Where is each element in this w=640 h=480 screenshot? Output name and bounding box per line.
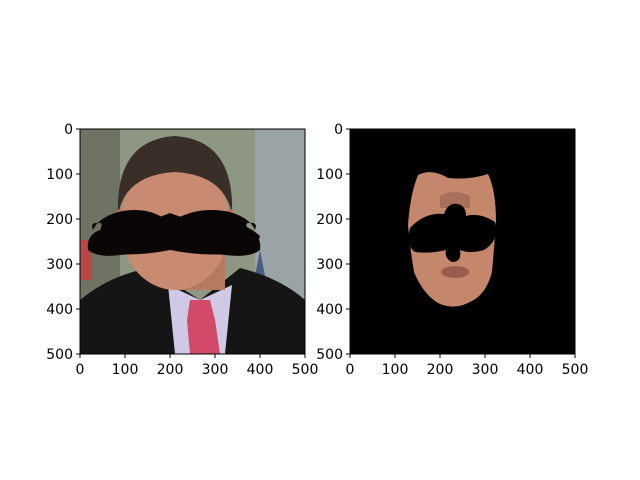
left-ytick-label: 500 <box>46 347 73 363</box>
right-ytick-label: 100 <box>316 167 343 183</box>
right-axes-frame <box>349 128 576 355</box>
left-ytick-label: 400 <box>46 302 73 318</box>
left-xtick-label: 200 <box>157 362 184 378</box>
right-image-panel <box>350 129 575 354</box>
left-xtick-label: 500 <box>292 362 319 378</box>
right-xtick-label: 500 <box>562 362 589 378</box>
mustache-cutout <box>408 203 497 262</box>
left-xtick-label: 100 <box>112 362 139 378</box>
right-ytick-label: 0 <box>334 122 343 138</box>
right-xtick-label: 400 <box>517 362 544 378</box>
right-ytick-label: 400 <box>316 302 343 318</box>
left-xtick-label: 0 <box>76 362 85 378</box>
tie-shape <box>187 300 220 354</box>
left-xtick-label: 300 <box>202 362 229 378</box>
left-ytick-label: 200 <box>46 212 73 228</box>
right-xtick-label: 0 <box>346 362 355 378</box>
left-xtick-label: 400 <box>247 362 274 378</box>
left-image-panel <box>80 129 305 354</box>
right-xtick-label: 200 <box>427 362 454 378</box>
right-xtick-label: 300 <box>472 362 499 378</box>
left-ytick-label: 300 <box>46 257 73 273</box>
left-ytick-label: 0 <box>64 122 73 138</box>
left-ytick-label: 100 <box>46 167 73 183</box>
right-xtick-label: 100 <box>382 362 409 378</box>
hair-shape <box>117 136 233 215</box>
right-ytick-label: 200 <box>316 212 343 228</box>
left-axes-frame <box>79 128 306 355</box>
right-ytick-label: 500 <box>316 347 343 363</box>
right-ytick-label: 300 <box>316 257 343 273</box>
